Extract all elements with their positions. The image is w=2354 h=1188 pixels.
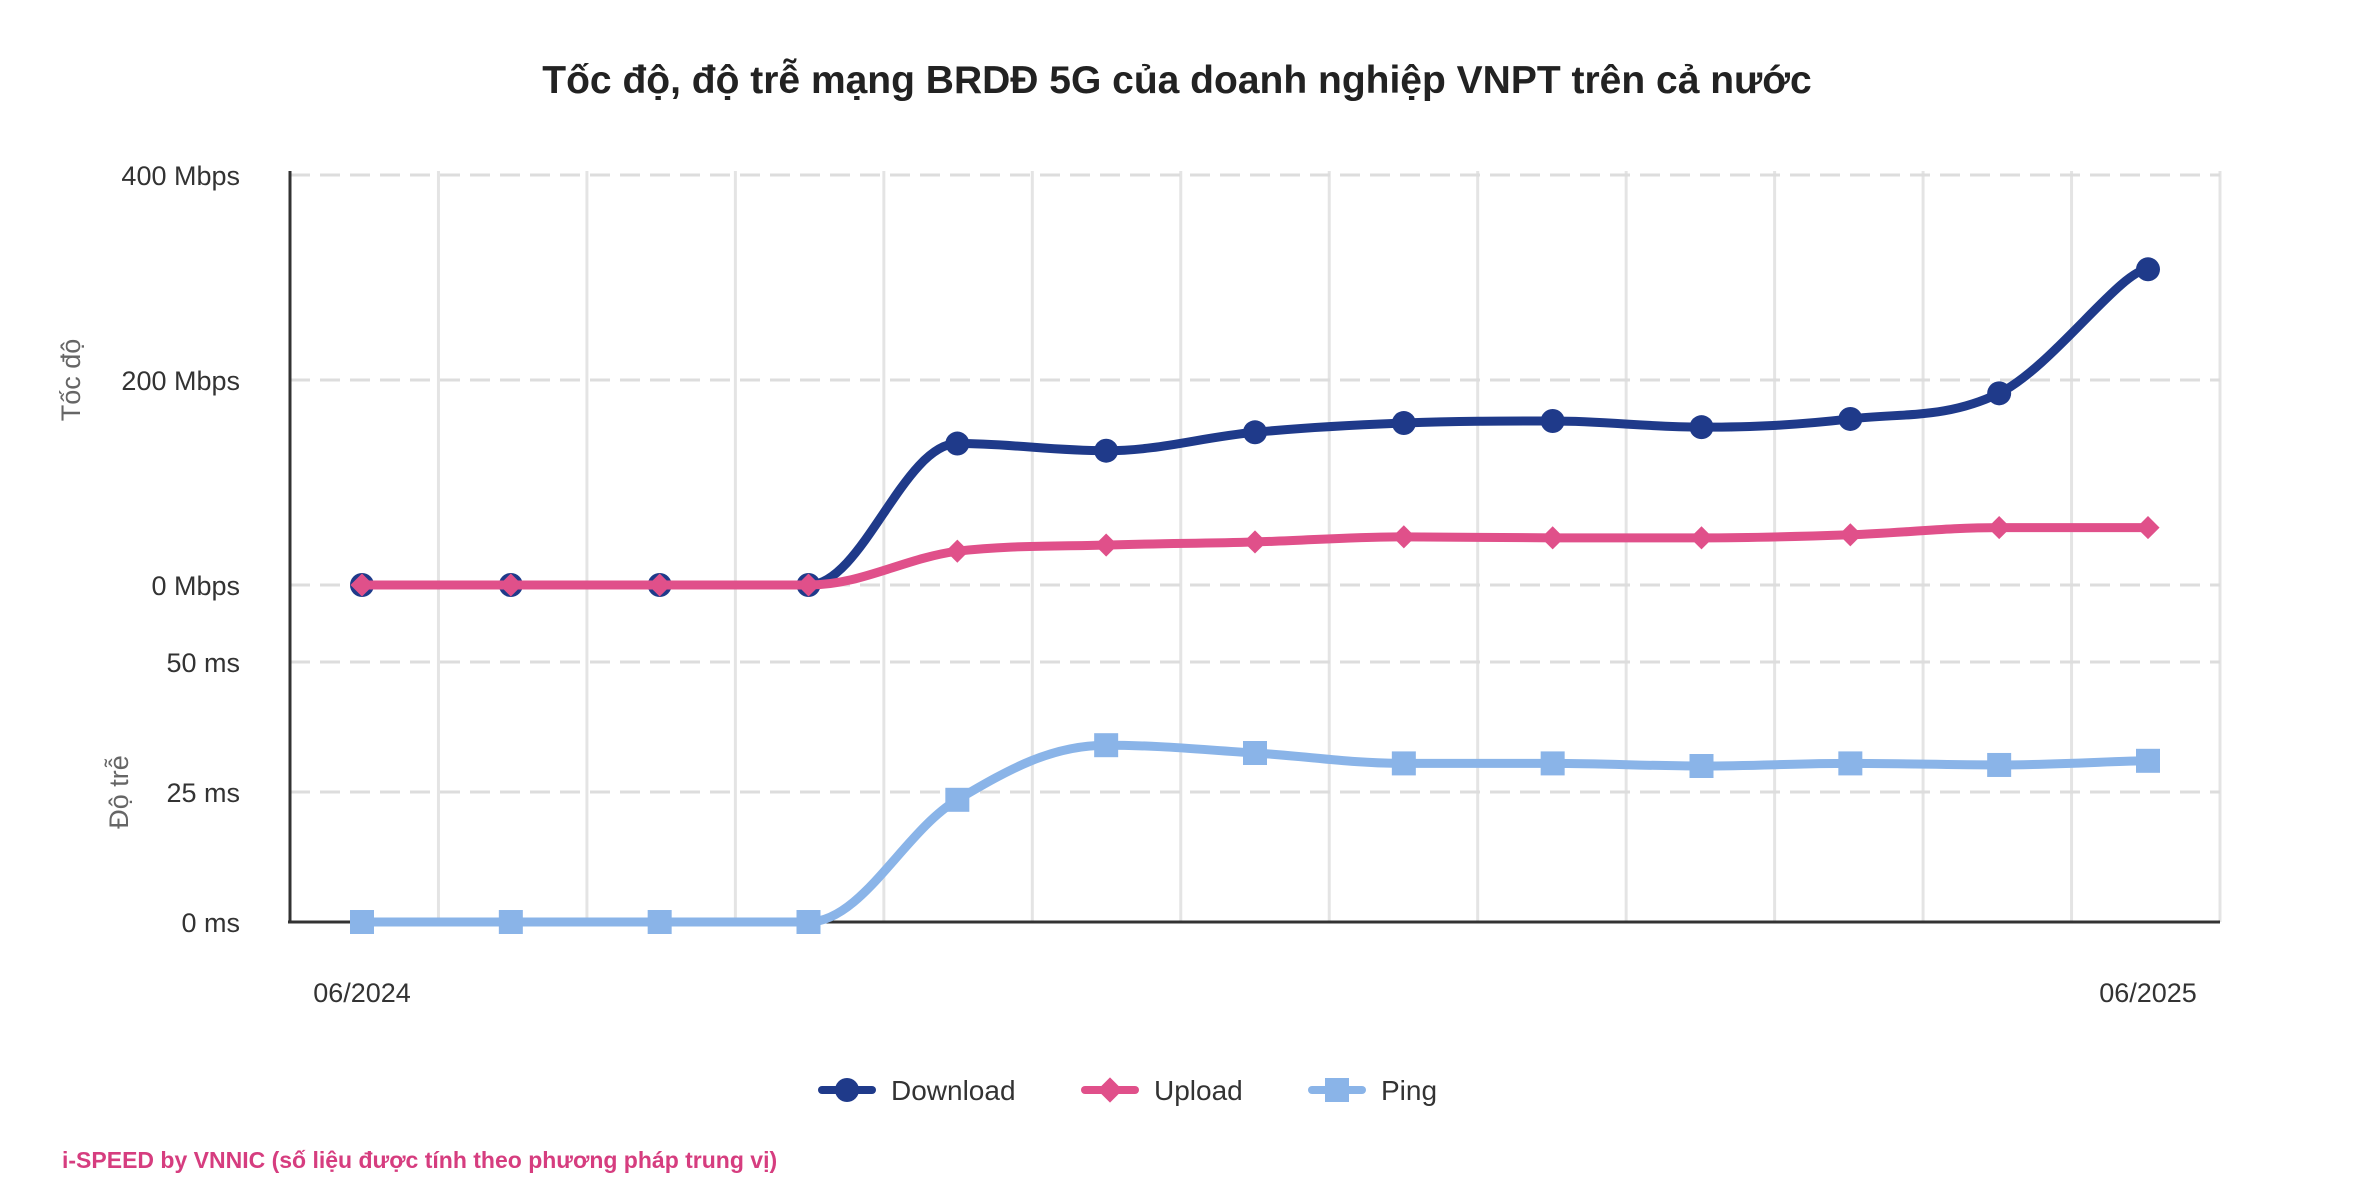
download-point xyxy=(1987,381,2012,406)
ping-point xyxy=(1391,751,1416,776)
y-axis-title-latency: Độ trễ xyxy=(103,755,134,829)
ping-point xyxy=(498,910,523,934)
download-point xyxy=(1838,406,1863,431)
ping-line xyxy=(357,740,2153,927)
ping-point xyxy=(796,910,821,934)
upload-point xyxy=(945,539,969,563)
y-tick-label: 0 ms xyxy=(181,908,240,938)
ping-point xyxy=(1987,752,2012,777)
upload-point xyxy=(648,573,672,597)
upload-point xyxy=(350,573,374,597)
upload-point xyxy=(1094,533,1118,557)
upload-point xyxy=(499,573,523,597)
upload-point xyxy=(796,573,821,597)
ping-point xyxy=(1243,741,1267,765)
ping-point xyxy=(1838,751,1863,776)
ping-point xyxy=(1094,733,1119,758)
grid-lines xyxy=(288,171,2222,922)
source-note: i-SPEED by VNNIC (số liệu được tính theo… xyxy=(62,1147,777,1173)
upload-point xyxy=(1392,525,1416,549)
upload-point xyxy=(1689,526,1714,550)
download-point xyxy=(2136,257,2160,282)
series-layer xyxy=(350,257,2160,934)
legend-ping-label: Ping xyxy=(1381,1075,1437,1106)
y-tick-label: 50 ms xyxy=(166,648,240,678)
download-point xyxy=(945,431,970,456)
x-tick-label: 06/2025 xyxy=(2099,978,2197,1008)
axes: 0 Mbps 200 Mbps 400 Mbps Tốc độ 0 ms 25 ms 50 … xyxy=(56,161,2220,1008)
upload-point xyxy=(2136,516,2160,540)
download-point xyxy=(1094,438,1119,463)
upload-point xyxy=(1541,526,1565,550)
upload-point xyxy=(1243,530,1267,554)
download-point xyxy=(1391,411,1416,436)
chart-title: Tốc độ, độ trễ mạng BRDĐ 5G của doanh ng… xyxy=(542,58,1811,102)
upload-point xyxy=(1987,516,2011,540)
ping-point xyxy=(945,787,970,812)
download-point xyxy=(1689,415,1714,440)
legend-upload-label: Upload xyxy=(1154,1075,1243,1106)
legend-upload-marker xyxy=(1097,1077,1123,1103)
download-point xyxy=(1243,420,1267,445)
ping-point xyxy=(350,910,374,934)
y-tick-label: 200 Mbps xyxy=(121,366,240,396)
y-tick-label: 0 Mbps xyxy=(151,571,240,601)
upload-point xyxy=(1838,523,1862,547)
x-tick-label: 06/2024 xyxy=(313,978,411,1008)
y-tick-label: 25 ms xyxy=(166,778,240,808)
ping-point xyxy=(1540,751,1565,776)
y-axis-title-speed: Tốc độ xyxy=(56,339,86,422)
legend-download-label: Download xyxy=(891,1075,1016,1106)
legend-download-marker xyxy=(835,1078,859,1102)
ping-point xyxy=(1689,754,1714,778)
legend-ping-marker xyxy=(1325,1078,1349,1102)
y-tick-label: 400 Mbps xyxy=(121,161,240,191)
ping-point xyxy=(2136,748,2160,773)
ping-point xyxy=(647,910,672,934)
legend: Download Upload Ping xyxy=(818,1075,1437,1106)
download-point xyxy=(1540,409,1565,433)
